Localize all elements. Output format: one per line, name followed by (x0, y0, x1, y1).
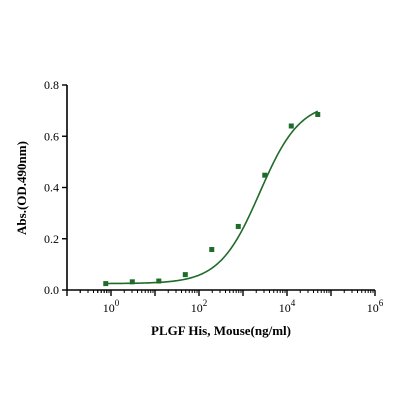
axes (66, 85, 375, 291)
x-tick-base: 10 (279, 301, 291, 315)
x-tick-exponent: 6 (379, 298, 384, 308)
y-tick-label: 0.6 (44, 129, 59, 143)
x-tick-base: 10 (191, 301, 203, 315)
x-tick-exponent: 0 (115, 298, 120, 308)
x-tick-exponent: 4 (291, 298, 296, 308)
data-point (315, 111, 321, 117)
data-point (182, 272, 188, 278)
y-axis-label: Abs.(OD.490nm) (14, 141, 29, 235)
x-axis-label: PLGF His, Mouse(ng/ml) (151, 323, 291, 338)
y-tick-label: 0.0 (44, 283, 59, 297)
x-tick-base: 10 (367, 301, 379, 315)
y-tick-label: 0.2 (44, 232, 59, 246)
data-point (156, 278, 162, 284)
x-tick-label: 106 (367, 298, 384, 315)
x-tick-exponent: 2 (203, 298, 208, 308)
data-points (103, 111, 321, 287)
x-tick-label: 102 (191, 298, 208, 315)
data-point (262, 172, 268, 178)
data-point (209, 247, 215, 253)
x-tick-label: 104 (279, 298, 296, 315)
data-point (288, 123, 294, 129)
data-point (103, 281, 109, 287)
x-tick-label: 100 (103, 298, 120, 315)
fit-curve (105, 110, 319, 285)
y-ticks: 0.0 0.2 0.4 0.6 0.8 (44, 78, 67, 297)
y-tick-label: 0.8 (44, 78, 59, 92)
y-tick-label: 0.4 (44, 181, 59, 195)
x-tick-base: 10 (103, 301, 115, 315)
data-point (235, 223, 241, 229)
x-ticks: 100 102 104 106 (66, 290, 384, 315)
data-point (129, 279, 135, 285)
